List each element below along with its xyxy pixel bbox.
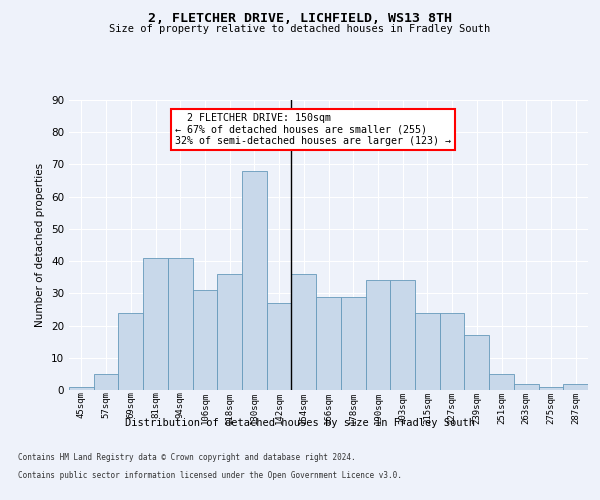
Bar	[464, 335, 489, 390]
Bar	[94, 374, 118, 390]
Bar	[365, 280, 390, 390]
Bar	[118, 312, 143, 390]
Bar	[267, 303, 292, 390]
Text: Distribution of detached houses by size in Fradley South: Distribution of detached houses by size …	[125, 418, 475, 428]
Bar	[193, 290, 217, 390]
Text: 2 FLETCHER DRIVE: 150sqm
← 67% of detached houses are smaller (255)
32% of semi-: 2 FLETCHER DRIVE: 150sqm ← 67% of detach…	[175, 113, 451, 146]
Bar	[514, 384, 539, 390]
Bar	[143, 258, 168, 390]
Bar	[292, 274, 316, 390]
Y-axis label: Number of detached properties: Number of detached properties	[35, 163, 46, 327]
Bar	[489, 374, 514, 390]
Bar	[217, 274, 242, 390]
Text: 2, FLETCHER DRIVE, LICHFIELD, WS13 8TH: 2, FLETCHER DRIVE, LICHFIELD, WS13 8TH	[148, 12, 452, 26]
Text: Size of property relative to detached houses in Fradley South: Size of property relative to detached ho…	[109, 24, 491, 34]
Bar	[539, 387, 563, 390]
Text: Contains public sector information licensed under the Open Government Licence v3: Contains public sector information licen…	[18, 471, 402, 480]
Bar	[316, 296, 341, 390]
Bar	[415, 312, 440, 390]
Bar	[242, 171, 267, 390]
Bar	[168, 258, 193, 390]
Bar	[69, 387, 94, 390]
Bar	[341, 296, 365, 390]
Text: Contains HM Land Registry data © Crown copyright and database right 2024.: Contains HM Land Registry data © Crown c…	[18, 454, 356, 462]
Bar	[390, 280, 415, 390]
Bar	[563, 384, 588, 390]
Bar	[440, 312, 464, 390]
